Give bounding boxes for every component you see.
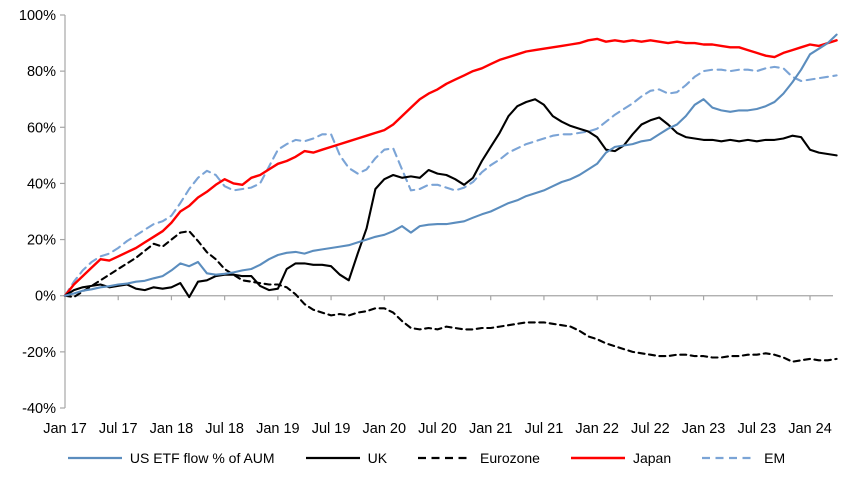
legend-label-us: US ETF flow % of AUM <box>129 450 275 466</box>
x-tick-label: Jan 18 <box>150 421 194 437</box>
series-line-eurozone <box>63 230 838 363</box>
y-tick-label: -40% <box>22 401 56 417</box>
legend-line-japan <box>570 456 625 460</box>
legend-item-em: EM <box>701 450 785 466</box>
x-tick-label: Jul 23 <box>737 421 776 437</box>
x-tick-label: Jul 19 <box>312 421 351 437</box>
series-line-uk <box>63 98 838 299</box>
y-tick-label: 80% <box>27 64 56 80</box>
x-tick-label: Jul 17 <box>99 421 138 437</box>
x-tick-label: Jan 21 <box>469 421 513 437</box>
legend-line-us <box>67 456 122 460</box>
plot-area: 100% 80% 60% 40% 20% 0% -20% -40% Jan 17 Jul 17 Ja… <box>19 8 838 437</box>
y-tick-label: 40% <box>27 176 56 192</box>
y-tick-label: 20% <box>27 233 56 249</box>
legend-line-eurozone <box>418 456 473 460</box>
x-tick-label: Jul 22 <box>631 421 670 437</box>
x-tick-label: Jan 20 <box>363 421 407 437</box>
legend-label-em: EM <box>764 450 786 466</box>
legend-line-uk <box>305 456 360 460</box>
series-line-japan <box>63 37 838 297</box>
x-tick-label: Jan 19 <box>256 421 300 437</box>
x-tick-label: Jan 22 <box>575 421 619 437</box>
y-tick-label: -20% <box>22 345 56 361</box>
series-line-em <box>63 65 838 297</box>
legend-item-japan: Japan <box>570 450 671 466</box>
x-tick-label: Jul 20 <box>418 421 457 437</box>
chart-legend: US ETF flow % of AUM UK Eurozone Japan E… <box>0 450 852 466</box>
legend-item-us: US ETF flow % of AUM <box>67 450 275 466</box>
legend-label-japan: Japan <box>632 450 672 466</box>
x-tick-label: Jan 23 <box>682 421 726 437</box>
legend-item-uk: UK <box>305 450 387 466</box>
x-tick-label: Jul 21 <box>525 421 564 437</box>
x-tick-label: Jan 24 <box>788 421 832 437</box>
x-tick-label: Jul 18 <box>205 421 244 437</box>
legend-line-em <box>702 456 757 460</box>
series-line-us-etf-flow-of-aum <box>63 33 838 297</box>
y-tick-label: 60% <box>27 120 56 136</box>
legend-label-eurozone: Eurozone <box>480 450 540 466</box>
legend-label-uk: UK <box>367 450 388 466</box>
y-tick-label: 0% <box>35 289 56 305</box>
legend-item-eurozone: Eurozone <box>417 450 540 466</box>
x-tick-label: Jan 17 <box>43 421 87 437</box>
y-tick-label: 100% <box>19 8 56 24</box>
